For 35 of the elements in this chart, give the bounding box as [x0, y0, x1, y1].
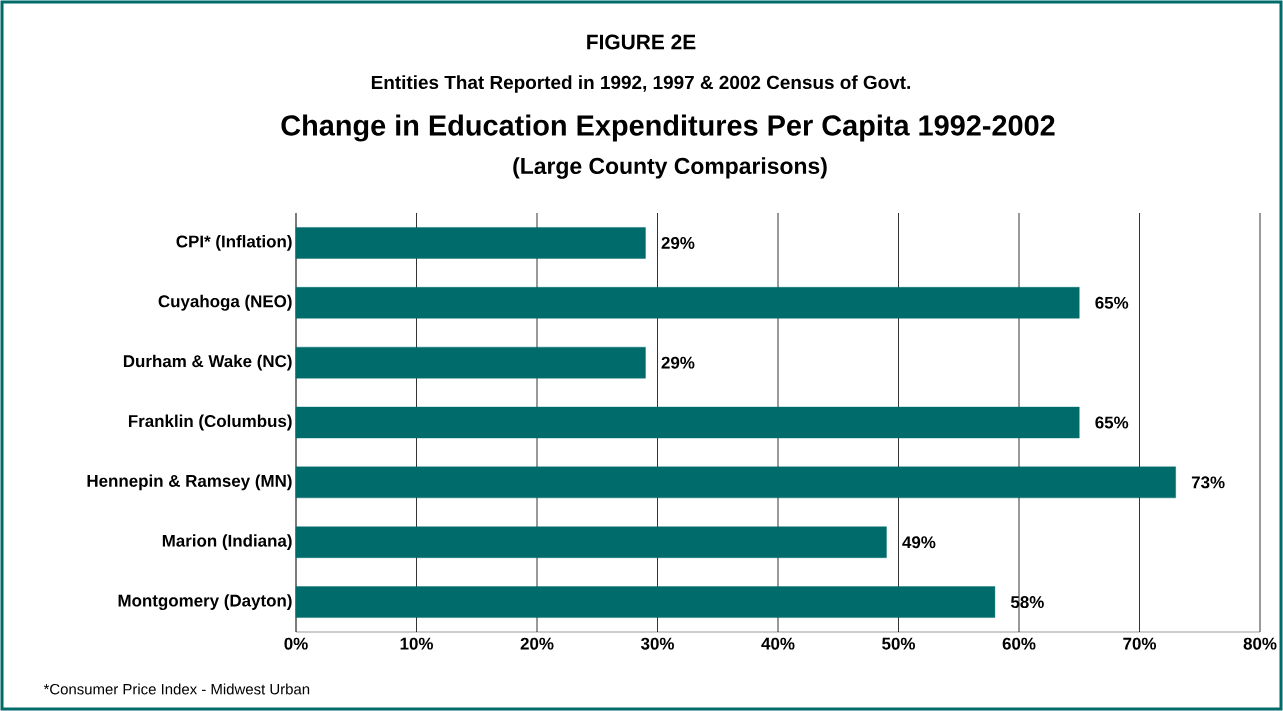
y-tick-label: Durham & Wake (NC): [123, 354, 292, 371]
chart-title: Change in Education Expenditures Per Capita 1992-2002: [281, 114, 1055, 142]
x-tick-label: 50%: [882, 637, 915, 650]
y-tick-label: Montgomery (Dayton): [118, 594, 292, 611]
data-label: 29%: [661, 236, 695, 249]
x-tick-label: 20%: [520, 637, 554, 650]
x-tick-label: 10%: [400, 637, 433, 650]
data-label: 65%: [1095, 296, 1129, 309]
bar: [295, 586, 996, 618]
y-tick-label: CPI* (Inflation): [176, 235, 292, 251]
text: Entities That Reported in 1992, 1997 & 2002 Census of Govt.: [371, 75, 911, 93]
x-tick-label: 70%: [1123, 637, 1157, 650]
y-tick-label: Franklin (Columbus): [128, 414, 292, 431]
x-tick-label: 30%: [640, 637, 674, 650]
bar: [295, 227, 646, 259]
data-label: 58%: [1010, 596, 1044, 609]
data-label: 73%: [1191, 476, 1225, 489]
y-tick-label: Hennepin & Ramsey (MN): [87, 474, 292, 491]
y-tick-label: Cuyahoga (NEO): [158, 294, 292, 311]
bar: [295, 346, 646, 379]
data-label: 49%: [902, 536, 936, 549]
x-tick-label: 0%: [284, 637, 308, 650]
data-label: 65%: [1095, 416, 1129, 429]
data-label: 29%: [661, 356, 695, 369]
x-tick-label: 80%: [1243, 637, 1277, 650]
x-tick-label: 40%: [761, 637, 795, 650]
y-tick-label: Marion (Indiana): [162, 534, 292, 551]
caption: FIGURE 2E: [587, 34, 696, 50]
chart-subtitle: (Large County Comparisons): [513, 157, 827, 179]
bar: [295, 466, 1176, 499]
bar: [295, 287, 1080, 319]
bar: [295, 406, 1080, 439]
x-tick-label: 60%: [1002, 637, 1036, 650]
text: *Consumer Price Index - Midwest Urban: [43, 683, 310, 695]
bar: [295, 526, 887, 558]
